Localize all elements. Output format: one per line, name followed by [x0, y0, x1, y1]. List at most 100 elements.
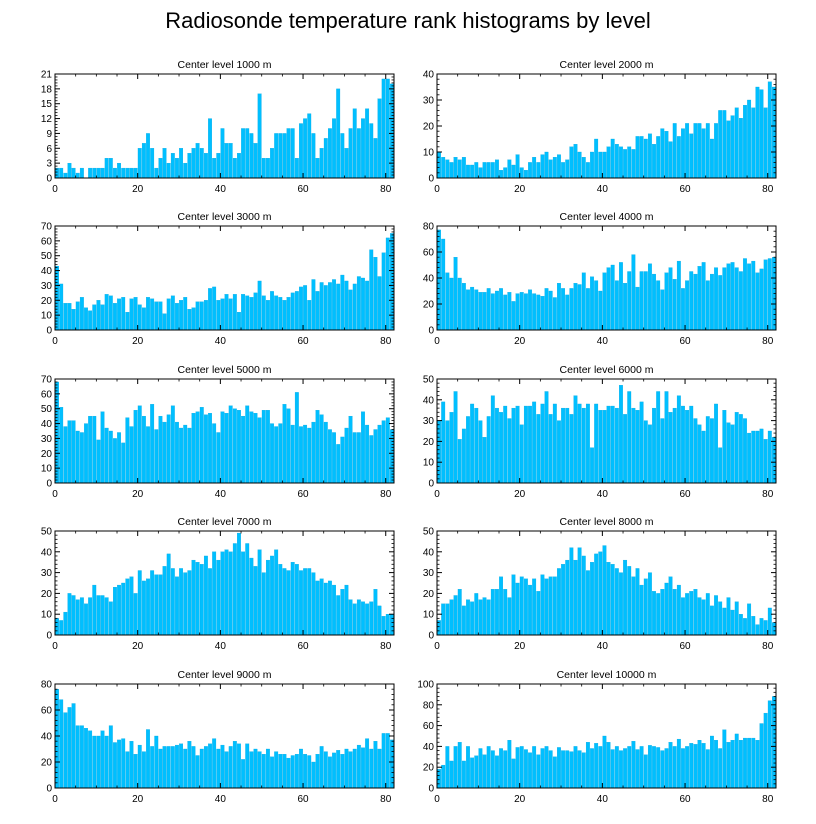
histogram-bar [195, 562, 200, 636]
histogram-bar [299, 286, 303, 331]
histogram-bar [154, 735, 159, 789]
histogram-bar [315, 410, 320, 484]
histogram-bar [199, 148, 204, 179]
histogram-bar [71, 309, 76, 331]
histogram-bar [743, 105, 747, 179]
histogram-bar [441, 603, 446, 636]
histogram-bar [141, 580, 146, 636]
x-tick-label: 20 [514, 794, 526, 805]
histogram-bar [390, 614, 394, 636]
histogram-bar [759, 723, 764, 789]
histogram-bar [385, 733, 390, 789]
histogram-bar [528, 162, 532, 179]
y-tick-label: 0 [46, 784, 52, 795]
histogram-bar [261, 158, 266, 179]
histogram-bar [685, 410, 690, 484]
histogram-bar [216, 432, 221, 484]
histogram-bar [503, 167, 508, 179]
histogram-bar [150, 746, 155, 789]
histogram-bar [179, 743, 184, 789]
histogram-bar [67, 162, 72, 179]
histogram-bar [79, 432, 84, 484]
histogram-bar [369, 748, 374, 789]
histogram-bar [113, 587, 117, 636]
histogram-bar [340, 436, 345, 484]
y-tick-label: 0 [46, 631, 52, 642]
x-tick-label: 40 [215, 336, 227, 347]
histogram-bar [557, 420, 561, 484]
histogram-bar [270, 555, 274, 636]
histogram-bar [573, 283, 578, 331]
histogram-bar [763, 712, 768, 789]
histogram-bar [294, 392, 299, 484]
histogram-bar [577, 403, 582, 484]
histogram-bar [92, 167, 97, 179]
histogram-bar [598, 410, 603, 484]
histogram-bar [274, 549, 279, 636]
y-tick-label: 40 [423, 742, 435, 753]
histogram-bar [183, 162, 188, 179]
histogram-bar [133, 410, 138, 484]
histogram-bar [113, 438, 117, 484]
x-tick-label: 20 [132, 184, 144, 195]
histogram-bar [714, 595, 718, 636]
histogram-bar [511, 301, 516, 331]
histogram-bar [175, 576, 179, 636]
x-tick-label: 80 [762, 641, 774, 652]
histogram-bar [79, 597, 84, 636]
histogram-bar [441, 764, 446, 789]
histogram-bar [146, 297, 150, 331]
histogram-bar [92, 304, 97, 331]
x-tick-label: 80 [380, 184, 392, 195]
y-tick-label: 20 [423, 122, 435, 133]
histogram-bar [117, 298, 121, 331]
histogram-bar [257, 93, 262, 179]
histogram-bar [294, 158, 299, 179]
histogram-bar [220, 744, 225, 789]
histogram-bar [722, 110, 727, 179]
histogram-bar [278, 133, 283, 179]
histogram-bar [470, 601, 475, 636]
histogram-bar [311, 761, 316, 789]
histogram-bar [390, 739, 394, 789]
x-tick-label: 40 [597, 184, 609, 195]
histogram-bar [245, 295, 250, 331]
x-tick-label: 80 [762, 336, 774, 347]
histogram-bar [499, 412, 503, 484]
x-tick-label: 40 [597, 794, 609, 805]
histogram-bar [548, 290, 553, 331]
histogram-bar [108, 295, 113, 331]
histogram-bar [113, 742, 117, 789]
histogram-bar [738, 740, 743, 789]
histogram-bar [340, 133, 345, 179]
histogram-bar [286, 570, 291, 636]
histogram-bar [241, 294, 246, 331]
histogram-bar [503, 294, 508, 331]
x-tick-label: 60 [297, 336, 309, 347]
histogram-bar [170, 568, 175, 636]
histogram-bar [88, 415, 93, 484]
histogram-bar [245, 128, 250, 179]
histogram-bar [585, 288, 590, 331]
histogram-bar [738, 614, 743, 636]
histogram-bar [365, 603, 370, 636]
histogram-panel-3: Center level 3000 m 0 10 20 30 40 50 60 70 0 20 40 6… [41, 211, 395, 347]
histogram-bar [693, 589, 698, 636]
histogram-bar [755, 624, 760, 636]
histogram-bar [759, 268, 764, 331]
histogram-bar [67, 420, 72, 484]
histogram-bar [482, 754, 487, 789]
histogram-bar [84, 423, 88, 484]
histogram-bar [689, 405, 694, 484]
histogram-bar [195, 143, 200, 179]
histogram-bar [772, 437, 776, 484]
x-tick-label: 60 [297, 794, 309, 805]
x-tick-label: 60 [679, 184, 691, 195]
histogram-bar [647, 572, 652, 636]
histogram-bar [681, 288, 685, 331]
histogram-bar [232, 158, 237, 179]
histogram-bar [228, 746, 233, 789]
histogram-bar [490, 395, 495, 484]
histogram-bar [714, 267, 718, 331]
histogram-bar [307, 427, 312, 484]
